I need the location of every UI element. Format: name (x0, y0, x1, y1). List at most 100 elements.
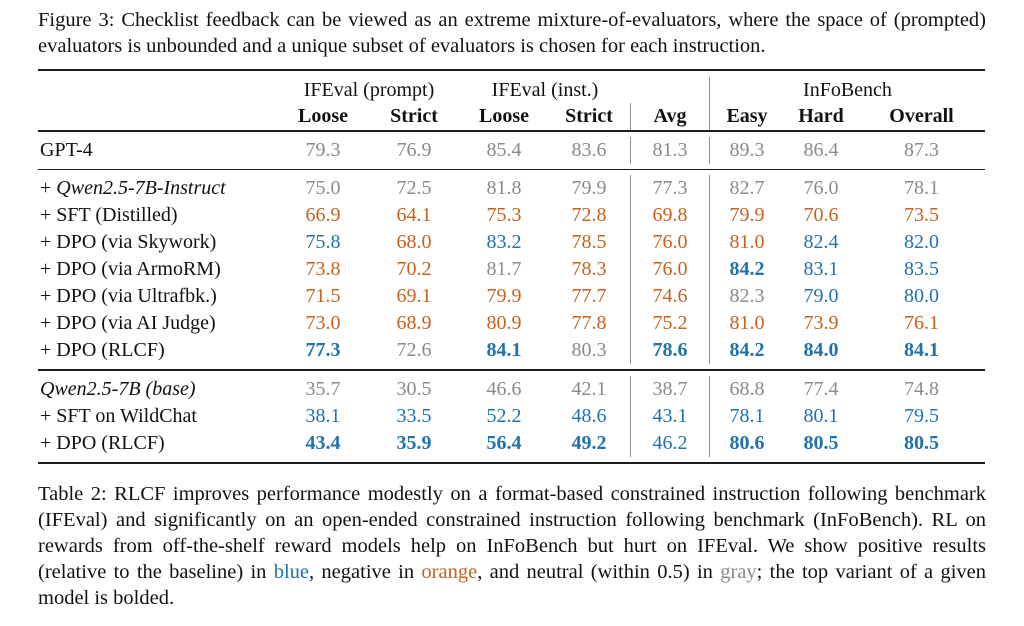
table-cell: 73.8 (305, 258, 341, 280)
table-header: IFEval (prompt) IFEval (inst.) InFoBench… (0, 71, 1024, 130)
table-cell: 73.0 (305, 312, 341, 334)
table-cell: 75.0 (305, 177, 341, 199)
table-cell: 80.5 (803, 431, 839, 454)
table-cell: 74.6 (630, 283, 710, 310)
table-cell: 79.0 (803, 285, 839, 307)
header-rule (38, 130, 985, 132)
row-label: + DPO (via Ultrafbk.) (40, 285, 217, 307)
table-cell: 83.5 (904, 258, 939, 280)
table-row: + SFT on WildChat 38.1 33.5 52.2 48.6 43.1 78.… (38, 402, 985, 430)
caption-colorword-gray: gray (720, 560, 757, 583)
col-header-overall: Overall (889, 105, 954, 127)
table-cell: 76.9 (396, 138, 432, 161)
group-header-row: IFEval (prompt) IFEval (inst.) InFoBench (38, 77, 985, 103)
caption-text: , and neutral (within 0.5) in (477, 560, 721, 583)
caption-colorword-blue: blue (273, 560, 309, 583)
table-cell: 84.1 (486, 339, 522, 361)
table-cell: 75.8 (305, 231, 341, 253)
column-header-row: Loose Strict Loose Strict Avg Easy Hard … (38, 103, 985, 130)
col-header-loose-inst: Loose (479, 105, 529, 127)
row-label-text: SFT (Distilled) (56, 204, 178, 226)
table-cell: 84.2 (729, 339, 765, 361)
table-cell: 82.7 (729, 177, 765, 199)
col-header-avg: Avg (630, 103, 710, 130)
table-cell: 81.0 (729, 312, 765, 334)
table-cell: 80.0 (904, 285, 939, 307)
table-cell: 69.1 (396, 285, 432, 307)
table-row: GPT-4 79.3 76.9 85.4 83.6 81.3 89.3 86.4 87.3 (38, 136, 985, 164)
table-cell: 75.2 (630, 310, 710, 337)
table-caption: Table 2: RLCF improves performance modes… (38, 481, 986, 611)
row-label-text: DPO (via Ultrafbk.) (56, 285, 217, 307)
table-cell: 68.0 (396, 231, 432, 253)
caption-colorword-orange: orange (421, 560, 478, 583)
table-row: Qwen2.5-7B (base) 35.7 30.5 46.6 42.1 38.7 68.… (38, 375, 985, 403)
table-cell: 35.7 (305, 377, 341, 400)
table-cell: 89.3 (729, 138, 765, 161)
row-label: + DPO (via AI Judge) (40, 312, 216, 334)
row-label-text: GPT-4 (40, 138, 93, 161)
table-cell: 38.1 (305, 404, 341, 427)
caption-text: , negative in (309, 560, 422, 583)
table-row: + DPO (via Skywork) 75.8 68.0 83.2 78.5 76.0 8… (38, 229, 985, 256)
row-label: + DPO (via Skywork) (40, 231, 217, 253)
table-cell: 49.2 (571, 431, 607, 454)
table-cell: 71.5 (305, 285, 341, 307)
table-cell: 81.0 (729, 231, 765, 253)
table-cell: 79.3 (305, 138, 341, 161)
table-cell: 76.1 (904, 312, 939, 334)
table-cell: 83.1 (803, 258, 839, 280)
group-header-spacer (38, 77, 278, 103)
row-label: + Qwen2.5-7B-Instruct (40, 177, 226, 199)
table-cell: 70.2 (396, 258, 432, 280)
row-label: + DPO (RLCF) (40, 339, 165, 361)
table-cell: 85.4 (486, 138, 522, 161)
table-row: + SFT (Distilled) 66.9 64.1 75.3 72.8 69.8 79.… (38, 202, 985, 229)
table-cell: 76.0 (630, 229, 710, 256)
table-cell: 52.2 (486, 404, 522, 427)
table-row: + DPO (via ArmoRM) 73.8 70.2 81.7 78.3 76.0 84… (38, 256, 985, 283)
row-label-text: Qwen2.5-7B-Instruct (56, 177, 226, 199)
table-cell: 76.0 (803, 177, 839, 199)
table-cell: 83.6 (571, 138, 607, 161)
table-cell: 78.1 (729, 404, 765, 427)
column-header-spacer (38, 103, 278, 130)
table-cell: 68.9 (396, 312, 432, 334)
table-cell: 76.0 (630, 256, 710, 283)
table-cell: 78.3 (571, 258, 607, 280)
table-cell: 81.3 (630, 136, 710, 164)
row-label-text: DPO (via Skywork) (56, 231, 217, 253)
row-label-text: SFT on WildChat (56, 404, 197, 427)
caption-text: Table 2: RLCF improves performance modes… (38, 482, 986, 583)
row-label-text: DPO (via AI Judge) (56, 312, 216, 334)
table-cell: 30.5 (396, 377, 432, 400)
table-cell: 87.3 (904, 138, 939, 161)
table-row: + DPO (RLCF) 77.3 72.6 84.1 80.3 78.6 84.2 84.0… (38, 337, 985, 364)
table-row: + DPO (via AI Judge) 73.0 68.9 80.9 77.8 75.2… (38, 310, 985, 337)
row-label: + DPO (via ArmoRM) (40, 258, 221, 280)
table-row: + DPO (RLCF) 43.4 35.9 56.4 49.2 46.2 80.6 80.5… (38, 429, 985, 457)
table-top-rule (38, 69, 985, 71)
table-cell: 79.5 (904, 404, 939, 427)
table-cell: 70.6 (803, 204, 839, 226)
table-cell: 64.1 (396, 204, 432, 226)
table-cell: 81.7 (486, 258, 522, 280)
table-cell: 80.5 (904, 431, 939, 454)
table-cell: 33.5 (396, 404, 432, 427)
col-group-ifeval-prompt: IFEval (prompt) (303, 79, 435, 101)
table-cell: 77.4 (803, 377, 839, 400)
table-cell: 80.1 (803, 404, 839, 427)
table-cell: 77.8 (571, 312, 607, 334)
table-cell: 35.9 (396, 431, 432, 454)
table-cell: 77.7 (571, 285, 607, 307)
row-label: + SFT on WildChat (40, 404, 197, 427)
table-cell: 68.8 (729, 377, 765, 400)
mid-rule-1 (38, 168, 985, 170)
table-row: + DPO (via Ultrafbk.) 71.5 69.1 79.9 77.7 74.… (38, 283, 985, 310)
col-group-ifeval-inst: IFEval (inst.) (491, 79, 599, 101)
table-cell: 74.8 (904, 377, 939, 400)
figure-caption: Figure 3: Checklist feedback can be view… (38, 9, 986, 57)
row-label: Qwen2.5-7B (base) (38, 376, 278, 403)
table-cell: 84.0 (803, 339, 839, 361)
table-section-instruct: + Qwen2.5-7B-Instruct 75.0 72.5 81.8 79.9 77.… (0, 170, 1024, 369)
